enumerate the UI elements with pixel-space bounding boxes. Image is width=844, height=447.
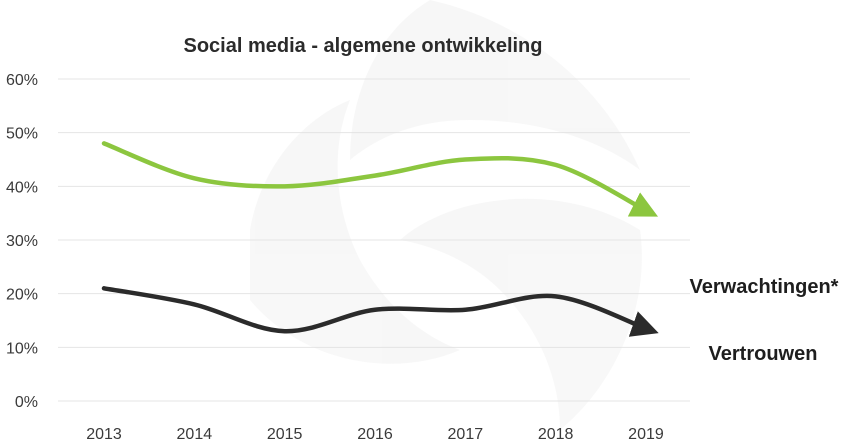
y-tick-label: 60%	[6, 72, 38, 89]
chart-title: Social media - algemene ontwikkeling	[184, 35, 543, 57]
y-tick-label: 30%	[6, 233, 38, 250]
gridlines	[58, 78, 690, 402]
x-tick-label: 2017	[448, 426, 484, 443]
x-tick-label: 2016	[357, 426, 393, 443]
y-axis-ticks: 0% 10% 20% 30% 40% 50% 60%	[6, 72, 38, 411]
watermark-logo	[250, 0, 642, 430]
x-tick-label: 2013	[86, 426, 122, 443]
y-tick-label: 50%	[6, 126, 38, 143]
x-tick-label: 2015	[267, 426, 303, 443]
x-tick-label: 2018	[538, 426, 574, 443]
x-axis-ticks: 2013 2014 2015 2016 2017 2018 2019	[86, 426, 664, 443]
series-lines	[101, 141, 659, 337]
y-tick-label: 20%	[6, 287, 38, 304]
series-line-verwachtingen	[101, 141, 659, 217]
y-tick-label: 40%	[6, 179, 38, 196]
series-label-vertrouwen: Vertrouwen	[709, 343, 818, 365]
y-tick-label: 10%	[6, 340, 38, 357]
x-tick-label: 2014	[177, 426, 213, 443]
y-tick-label: 0%	[15, 394, 38, 411]
series-label-verwachtingen: Verwachtingen*	[690, 276, 839, 298]
x-tick-label: 2019	[628, 426, 664, 443]
